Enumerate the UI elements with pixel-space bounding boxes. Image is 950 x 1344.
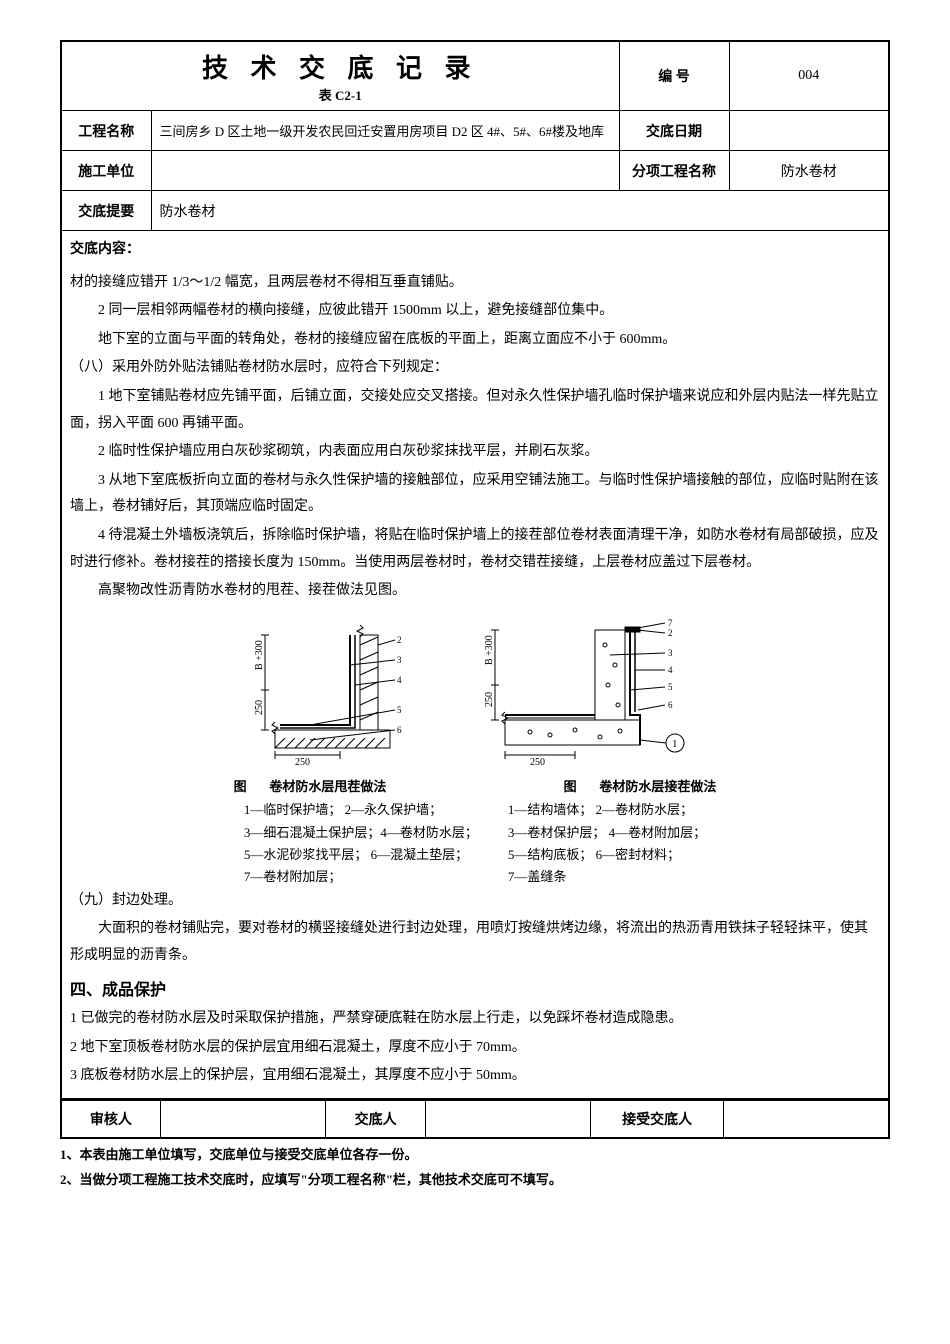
- signature-sender-label: 交底人: [326, 1100, 425, 1138]
- diagram-caption-row: 图 卷材防水层甩茬做法 图 卷材防水层接茬做法: [70, 775, 880, 800]
- svg-text:5: 5: [397, 705, 402, 715]
- sub-project-label: 分项工程名称: [619, 151, 729, 191]
- svg-text:4: 4: [668, 665, 673, 675]
- svg-text:2: 2: [397, 635, 402, 645]
- svg-text:250: 250: [530, 757, 545, 765]
- content-p4: （八）采用外防外贴法铺贴卷材防水层时，应符合下列规定：: [70, 355, 880, 382]
- summary-value: 防水卷材: [151, 191, 889, 231]
- content-p5: 1 地下室铺贴卷材应先铺平面，后铺立面，交接处应交叉搭接。但对永久性保护墙孔临时…: [70, 384, 880, 437]
- legend-left-0: 1—临时保护墙； 2—永久保护墙；: [244, 799, 478, 821]
- caption-right-prefix: 图: [564, 779, 577, 794]
- svg-text:250: 250: [254, 700, 265, 715]
- number-value: 004: [729, 41, 889, 111]
- unit-value: [151, 151, 619, 191]
- signature-table: 审核人 交底人 接受交底人: [60, 1100, 890, 1139]
- date-value: [729, 111, 889, 151]
- content-p8: 4 待混凝土外墙板浇筑后，拆除临时保护墙，将贴在临时保护墙上的接茬部位卷材表面清…: [70, 523, 880, 576]
- caption-left: 卷材防水层甩茬做法: [269, 779, 386, 794]
- diagram-left: 2 3 4 5 6 250 250: [250, 615, 420, 765]
- diagram-right: 2 3 4 5 6 7 1 250: [480, 615, 700, 765]
- footnote-1: 1、本表由施工单位填写，交底单位与接受交底单位各存一份。: [60, 1145, 890, 1165]
- s4-3: 3 底板卷材防水层上的保护层，宜用细石混凝土，其厚度不应小于 50mm。: [70, 1063, 880, 1090]
- content-p11: 大面积的卷材铺贴完，要对卷材的横竖接缝处进行封边处理，用喷灯按缝烘烤边缘，将流出…: [70, 916, 880, 969]
- legend-left-col: 1—临时保护墙； 2—永久保护墙； 3—细石混凝土保护层；4—卷材防水层； 5—…: [244, 799, 478, 887]
- legend-left-3: 7—卷材附加层；: [244, 866, 478, 888]
- signature-receiver-value[interactable]: [723, 1100, 889, 1138]
- legend-left-2: 5—水泥砂浆找平层； 6—混凝土垫层；: [244, 844, 478, 866]
- svg-text:B +300: B +300: [254, 640, 265, 670]
- svg-text:B +300: B +300: [484, 635, 495, 665]
- signature-sender-value[interactable]: [425, 1100, 591, 1138]
- signature-receiver-label: 接受交底人: [591, 1100, 723, 1138]
- content-p6: 2 临时性保护墙应用白灰砂浆砌筑，内表面应用白灰砂浆抹找平层，并刷石灰浆。: [70, 439, 880, 466]
- legend-block: 1—临时保护墙； 2—永久保护墙； 3—细石混凝土保护层；4—卷材防水层； 5—…: [70, 799, 880, 887]
- content-section-label: 交底内容：: [70, 237, 880, 264]
- svg-text:4: 4: [397, 675, 402, 685]
- unit-label: 施工单位: [61, 151, 151, 191]
- svg-text:7: 7: [668, 618, 673, 628]
- svg-text:250: 250: [295, 757, 310, 765]
- legend-right-2: 5—结构底板； 6—密封材料；: [508, 844, 706, 866]
- footnote-2: 2、当做分项工程施工技术交底时，应填写"分项工程名称"栏，其他技术交底可不填写。: [60, 1170, 890, 1190]
- main-title: 技 术 交 底 记 录: [70, 48, 611, 85]
- svg-text:2: 2: [668, 628, 673, 638]
- svg-text:1: 1: [672, 738, 678, 750]
- svg-text:3: 3: [668, 648, 673, 658]
- legend-right-1: 3—卷材保护层； 4—卷材附加层；: [508, 822, 706, 844]
- title-cell: 技 术 交 底 记 录 表 C2-1: [61, 41, 619, 111]
- s4-1: 1 已做完的卷材防水层及时采取保护措施，严禁穿硬底鞋在防水层上行走，以免踩坏卷材…: [70, 1006, 880, 1033]
- sub-title: 表 C2-1: [70, 85, 611, 104]
- project-name-value: 三间房乡 D 区土地一级开发农民回迁安置用房项目 D2 区 4#、5#、6#楼及…: [151, 111, 619, 151]
- section4-title: 四、成品保护: [70, 976, 880, 1006]
- content-p2: 2 同一层相邻两幅卷材的横向接缝，应彼此错开 1500mm 以上，避免接缝部位集…: [70, 298, 880, 325]
- content-p9: 高聚物改性沥青防水卷材的甩茬、接茬做法见图。: [70, 578, 880, 605]
- number-label: 编 号: [619, 41, 729, 111]
- legend-right-col: 1—结构墙体； 2—卷材防水层； 3—卷材保护层； 4—卷材附加层； 5—结构底…: [508, 799, 706, 887]
- content-p7: 3 从地下室底板折向立面的卷材与永久性保护墙的接触部位，应采用空铺法施工。与临时…: [70, 468, 880, 521]
- signature-reviewer-label: 审核人: [61, 1100, 160, 1138]
- content-p3: 地下室的立面与平面的转角处，卷材的接缝应留在底板的平面上，距离立面应不小于 60…: [70, 327, 880, 354]
- legend-left-1: 3—细石混凝土保护层；4—卷材防水层；: [244, 822, 478, 844]
- content-cell: 交底内容： 材的接缝应错开 1/3～1/2 幅宽，且两层卷材不得相互垂直铺贴。 …: [61, 231, 889, 1099]
- caption-right: 卷材防水层接茬做法: [599, 779, 716, 794]
- legend-right-0: 1—结构墙体； 2—卷材防水层；: [508, 799, 706, 821]
- content-p1: 材的接缝应错开 1/3～1/2 幅宽，且两层卷材不得相互垂直铺贴。: [70, 270, 880, 297]
- svg-text:6: 6: [668, 700, 673, 710]
- project-name-label: 工程名称: [61, 111, 151, 151]
- legend-right-3: 7—盖缝条: [508, 866, 706, 888]
- summary-label: 交底提要: [61, 191, 151, 231]
- s4-2: 2 地下室顶板卷材防水层的保护层宜用细石混凝土，厚度不应小于 70mm。: [70, 1035, 880, 1062]
- svg-text:3: 3: [397, 655, 402, 665]
- date-label: 交底日期: [619, 111, 729, 151]
- signature-reviewer-value[interactable]: [160, 1100, 326, 1138]
- sub-project-value: 防水卷材: [729, 151, 889, 191]
- record-header-table: 技 术 交 底 记 录 表 C2-1 编 号 004 工程名称 三间房乡 D 区…: [60, 40, 890, 1100]
- caption-left-prefix: 图: [234, 779, 247, 794]
- diagram-row: 2 3 4 5 6 250 250: [70, 615, 880, 765]
- svg-text:5: 5: [668, 682, 673, 692]
- svg-text:250: 250: [484, 692, 495, 707]
- content-p10: （九）封边处理。: [70, 888, 880, 915]
- svg-text:6: 6: [397, 725, 402, 735]
